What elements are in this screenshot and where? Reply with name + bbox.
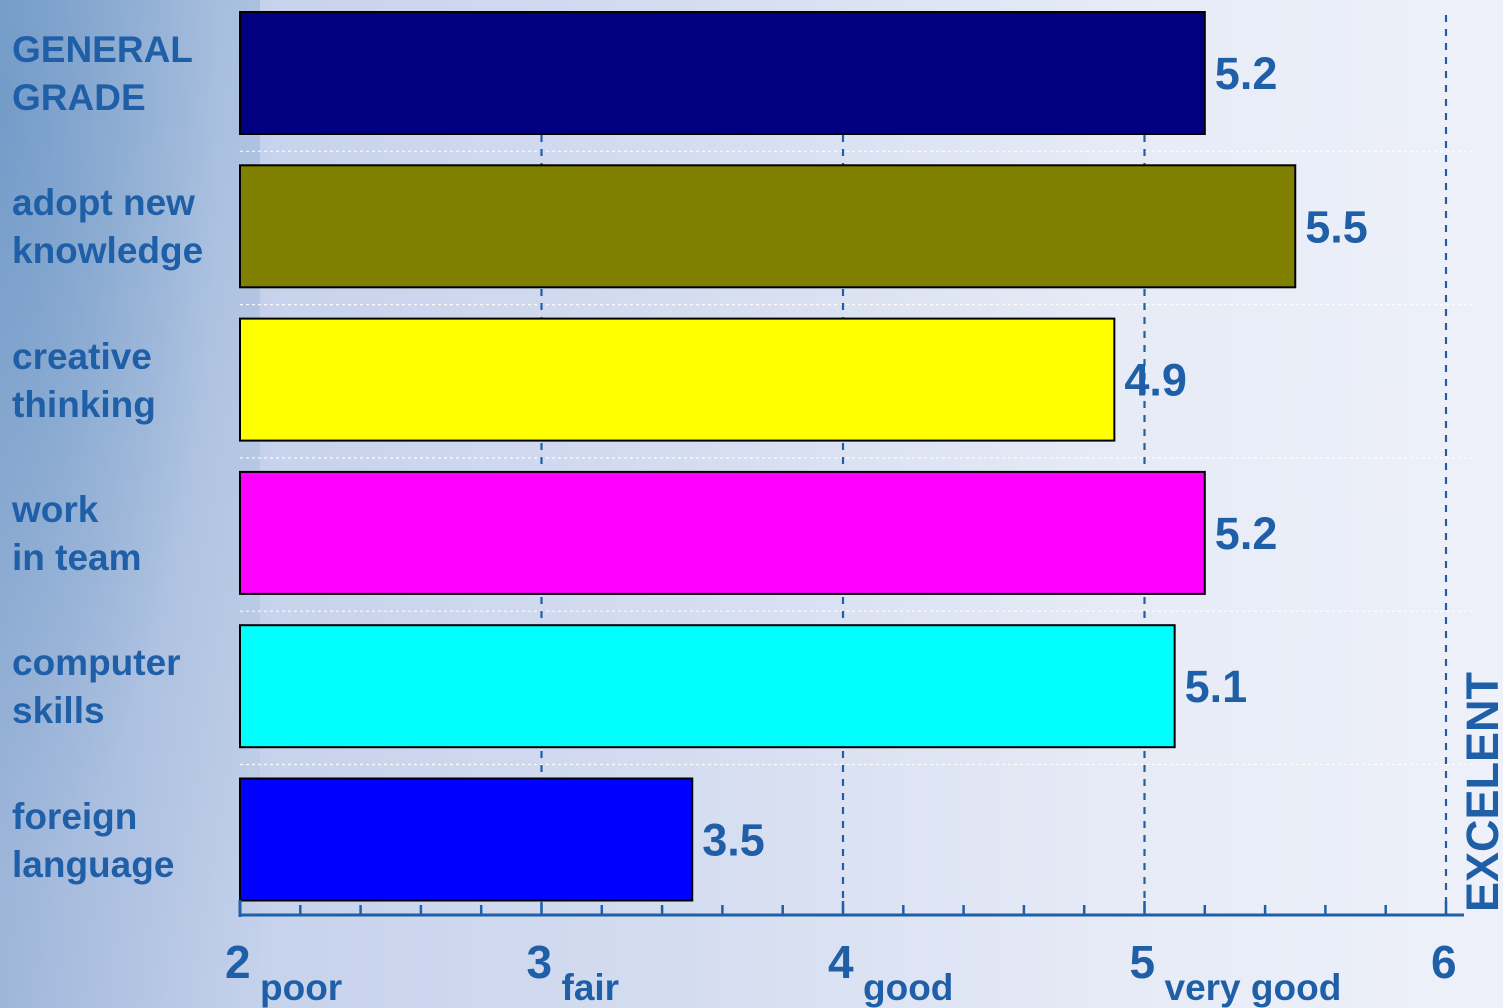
- category-label: GENERAL GRADE: [12, 29, 193, 118]
- bar: [239, 777, 694, 902]
- tick-label: 2: [225, 936, 251, 988]
- tick-label: 4: [828, 936, 854, 988]
- tick-sublabel: fair: [562, 967, 620, 1008]
- tick-sublabel: good: [863, 967, 953, 1008]
- tick-label: 5: [1130, 936, 1156, 988]
- tick-sublabel: very good: [1165, 967, 1342, 1008]
- category-label: foreign language: [12, 795, 175, 885]
- value-label: 5.5: [1305, 201, 1368, 252]
- category-label: computer skills: [12, 642, 181, 732]
- value-label: 5.2: [1215, 508, 1278, 559]
- side-label: EXCELENT: [1457, 672, 1503, 912]
- tick-label: 3: [527, 936, 553, 988]
- value-label: 5.1: [1185, 661, 1248, 712]
- bar: [239, 11, 1206, 135]
- category-label: adopt new knowledge: [12, 182, 204, 272]
- value-label: 3.5: [702, 815, 765, 866]
- tick-label: 6: [1431, 936, 1457, 988]
- value-label: 4.9: [1124, 355, 1187, 406]
- value-label: 5.2: [1215, 48, 1278, 99]
- background-glow: [0, 0, 260, 1008]
- category-label: work in team: [12, 488, 142, 578]
- tick-sublabel: poor: [260, 967, 342, 1008]
- bar: [239, 470, 1206, 595]
- bar: [239, 164, 1297, 289]
- category-label: creative thinking: [12, 335, 156, 425]
- bar: [239, 624, 1176, 749]
- bar: [239, 317, 1116, 442]
